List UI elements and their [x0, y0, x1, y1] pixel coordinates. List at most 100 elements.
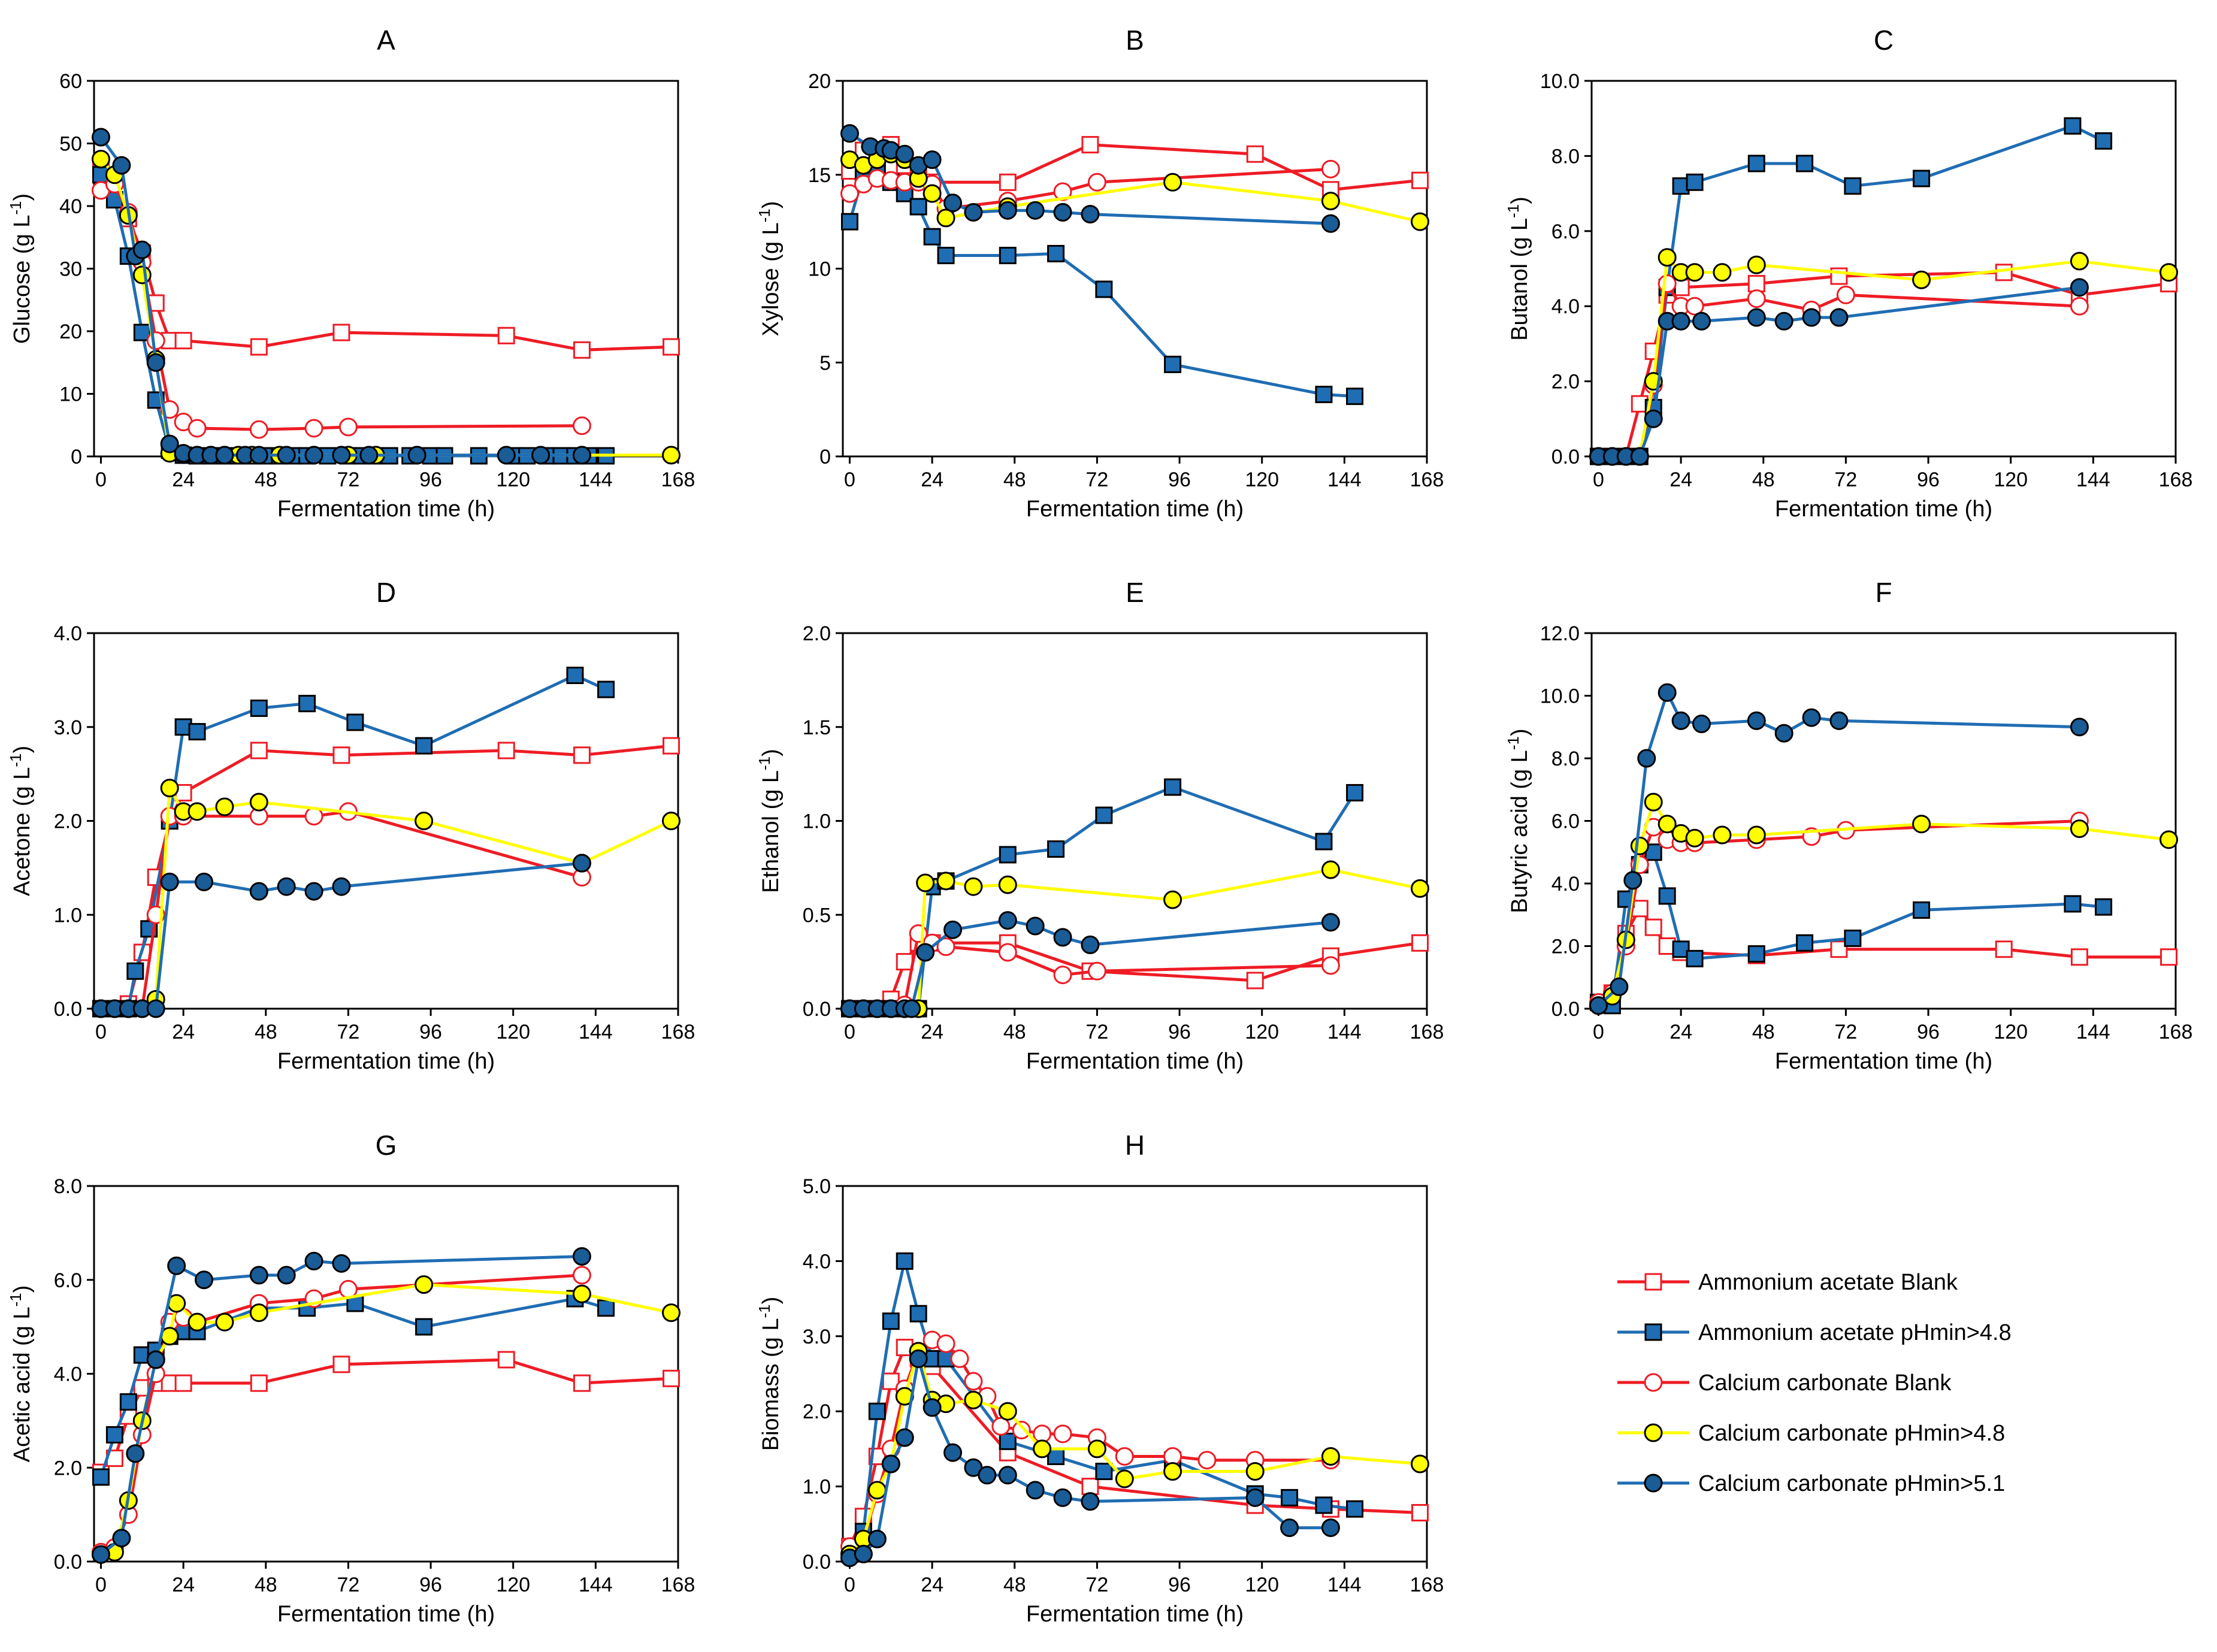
legend-label: Calcium carbonate Blank — [1698, 1370, 1952, 1396]
data-point — [415, 1275, 434, 1294]
data-point — [160, 779, 179, 798]
data-point — [1747, 255, 1766, 274]
data-point — [1053, 966, 1072, 985]
x-tick-label: 0 — [844, 468, 855, 491]
data-point — [1836, 285, 1855, 304]
legend-label: Calcium carbonate pHmin>5.1 — [1698, 1471, 2005, 1496]
data-point — [964, 877, 983, 896]
data-point — [936, 1334, 955, 1353]
x-axis-label: Fermentation time (h) — [1775, 1049, 1992, 1074]
data-point — [896, 953, 914, 971]
data-point — [868, 1402, 886, 1420]
data-point — [2070, 718, 2089, 737]
y-tick-label: 15 — [808, 164, 831, 187]
x-tick-label: 144 — [1327, 1021, 1362, 1043]
data-point — [1245, 1462, 1265, 1481]
data-point — [1115, 1447, 1134, 1466]
x-axis-label: Fermentation time (h) — [277, 1602, 495, 1627]
data-point — [91, 150, 110, 169]
panel-d: D 0 24 48 72 96 120 144 168 0.0 1.0 2.0 3.0 4.0 Fermen… — [7, 577, 695, 1074]
x-tick-label: 24 — [172, 468, 195, 491]
x-tick-label: 168 — [1410, 468, 1444, 491]
plot-frame — [842, 1185, 1428, 1563]
data-point — [338, 417, 358, 437]
data-point — [998, 943, 1017, 962]
x-tick-label: 144 — [2076, 468, 2110, 491]
series-calcium_ph51 — [840, 1349, 1340, 1568]
y-tick-label: 6.0 — [1551, 810, 1580, 833]
data-point — [572, 854, 591, 873]
data-point — [91, 1545, 110, 1564]
data-point — [1053, 1488, 1072, 1507]
x-tick-label: 144 — [1327, 1574, 1362, 1596]
data-point — [1623, 871, 1643, 890]
series-calcium_blank — [1589, 274, 2089, 466]
y-axis-label: Ethanol (g L-1) — [755, 749, 784, 893]
x-tick-label: 24 — [921, 1574, 943, 1596]
data-point — [132, 265, 152, 285]
data-point — [332, 746, 350, 764]
data-point — [2159, 830, 2179, 849]
data-point — [187, 419, 207, 438]
y-axis-label: Xylose (g L-1) — [755, 201, 784, 337]
data-point — [332, 1356, 350, 1373]
data-point — [566, 667, 584, 685]
y-tick-label: 10 — [808, 258, 831, 281]
data-point — [1637, 749, 1656, 768]
series-ammonium_ph48 — [840, 1252, 1364, 1563]
data-point — [998, 1466, 1017, 1485]
x-tick-label: 72 — [337, 1021, 359, 1043]
data-point — [1796, 934, 1814, 952]
data-point — [1802, 708, 1821, 727]
x-tick-label: 120 — [1994, 1021, 2028, 1043]
x-tick-label: 48 — [255, 468, 277, 491]
y-axis-label-superscript: -1 — [755, 757, 773, 770]
data-point — [2095, 898, 2113, 916]
series-ammonium_blank — [92, 159, 680, 359]
data-point — [249, 1303, 268, 1323]
x-tick-label: 168 — [2159, 468, 2193, 491]
series-line — [1597, 691, 2080, 1007]
y-axis-label-superscript: -1 — [7, 1293, 25, 1306]
data-point — [1095, 280, 1113, 298]
data-point — [1995, 940, 2013, 958]
x-tick-label: 168 — [1410, 1574, 1444, 1596]
data-point — [1012, 1421, 1031, 1440]
data-point — [663, 338, 680, 356]
data-point — [1671, 311, 1690, 331]
data-point — [1163, 173, 1182, 192]
data-point — [902, 999, 921, 1018]
legend-marker — [1644, 1273, 1662, 1291]
data-point — [572, 1266, 591, 1285]
data-point — [1844, 177, 1862, 195]
y-axis-label-main: Biomass (g L — [758, 1318, 784, 1451]
data-point — [662, 1303, 681, 1323]
legend-item-calcium_ph48: Calcium carbonate pHmin>4.8 — [1617, 1421, 2005, 1446]
y-tick-label: 0 — [71, 446, 82, 468]
data-point — [923, 150, 942, 170]
x-tick-label: 144 — [579, 1021, 613, 1043]
x-tick-label: 168 — [2159, 1021, 2193, 1043]
data-point — [1844, 929, 1862, 947]
data-point — [1685, 828, 1704, 848]
data-point — [867, 1529, 887, 1548]
data-point — [662, 812, 681, 830]
y-axis-label-end: ) — [1507, 728, 1532, 736]
series-ammonium_ph48 — [840, 162, 1364, 406]
x-tick-label: 144 — [2076, 1021, 2110, 1043]
x-tick-label: 24 — [921, 1021, 943, 1043]
data-point — [1346, 783, 1364, 801]
y-tick-label: 2.0 — [54, 810, 82, 833]
data-point — [2095, 132, 2113, 150]
data-point — [105, 1426, 123, 1444]
y-tick-label: 4.0 — [1551, 873, 1580, 895]
panel-g: G 0 24 48 72 96 120 144 168 0.0 2.0 4.0 6.0 8.0 Fermen… — [7, 1130, 695, 1627]
data-point — [195, 1270, 214, 1290]
data-point — [112, 156, 131, 175]
data-point — [146, 331, 165, 350]
x-tick-label: 72 — [1085, 468, 1108, 491]
data-point — [167, 1256, 186, 1275]
data-point — [882, 1312, 900, 1330]
x-tick-label: 0 — [844, 1574, 855, 1596]
